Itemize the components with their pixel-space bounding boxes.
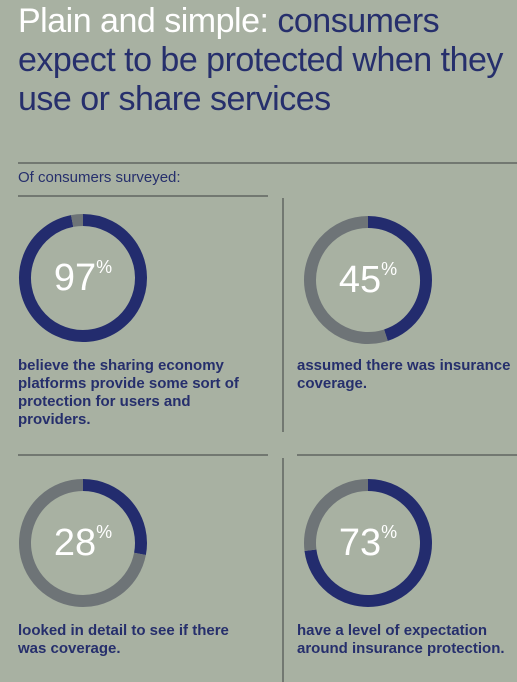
donut-segment [19,214,147,342]
percent-value: 73 [339,522,381,564]
donut-segment [82,479,147,555]
percent-label: 97% [54,257,112,299]
percent-label: 45% [339,259,397,301]
subtitle: Of consumers surveyed: [18,169,181,186]
caption: assumed there was insurance coverage. [297,357,511,392]
percent-unit: % [96,522,112,542]
donut-segment [71,214,84,227]
percent-unit: % [96,257,112,277]
title-rest: consumers expect to be protected when th… [18,2,503,118]
donut-segment [19,479,146,607]
title: Plain and simple: consumers expect to be… [18,2,513,119]
donut-segment [304,216,388,344]
title-lead: Plain and simple: [18,2,269,40]
donut-segment [304,479,432,607]
percent-value: 45 [339,259,381,301]
percent-label: 73% [339,522,397,564]
percent-label: 28% [54,522,112,564]
donut-segment [367,216,432,341]
caption: looked in detail to see if there was cov… [18,622,229,657]
donut-segment [304,479,369,552]
percent-unit: % [381,522,397,542]
percent-unit: % [381,259,397,279]
caption: have a level of expectation around insur… [297,622,505,657]
caption: believe the sharing economy platforms pr… [18,357,239,428]
percent-value: 28 [54,522,96,564]
percent-value: 97 [54,257,96,299]
